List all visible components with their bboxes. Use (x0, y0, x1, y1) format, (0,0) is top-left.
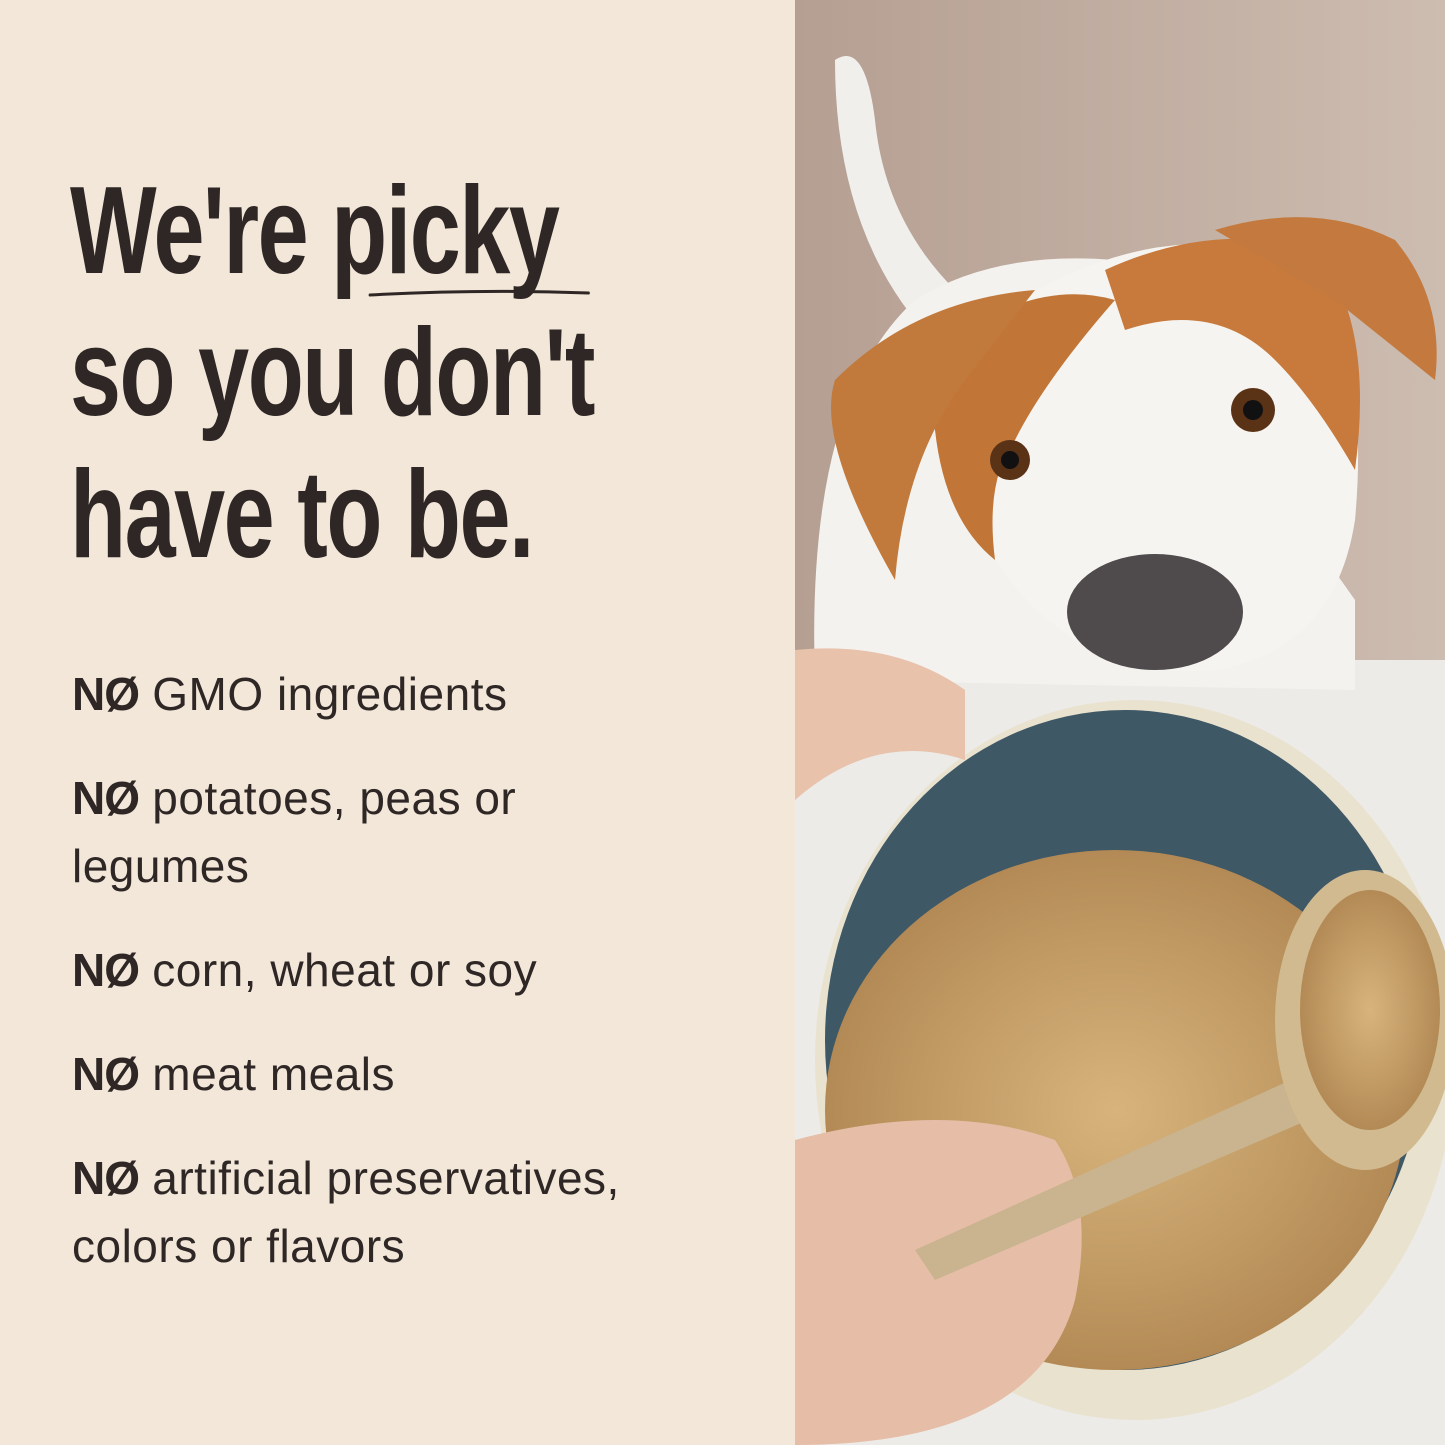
list-item: NØ potatoes, peas or legumes (72, 772, 517, 892)
dog-photo (795, 0, 1445, 1445)
list-item: NØ corn, wheat or soy (72, 944, 538, 996)
headline-emphasis: picky (331, 160, 590, 302)
list-item: NØ meat meals (72, 1048, 396, 1100)
headline-line-3: have to be. (70, 446, 535, 584)
headline-line-2: so you don't (70, 304, 595, 442)
text-panel: We're picky so you don't have to be. NØ … (70, 160, 778, 1316)
exclusion-list: NØ GMO ingredients NØ potatoes, peas or … (72, 660, 772, 1316)
list-item: NØ GMO ingredients (72, 668, 508, 720)
dog-and-bowl-illustration (795, 0, 1445, 1445)
list-item: NØ artificial preservatives, colors or f… (72, 1152, 620, 1272)
brush-underline (368, 289, 590, 297)
headline: We're picky so you don't have to be. (70, 160, 778, 586)
headline-line-1: We're picky (70, 160, 594, 302)
